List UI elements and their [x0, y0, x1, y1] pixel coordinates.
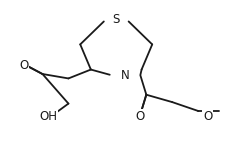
Text: N: N [121, 69, 130, 82]
Text: O: O [19, 59, 28, 72]
Text: S: S [112, 13, 119, 26]
Text: O: O [203, 110, 212, 123]
Text: OH: OH [39, 110, 57, 123]
Text: O: O [136, 110, 145, 123]
